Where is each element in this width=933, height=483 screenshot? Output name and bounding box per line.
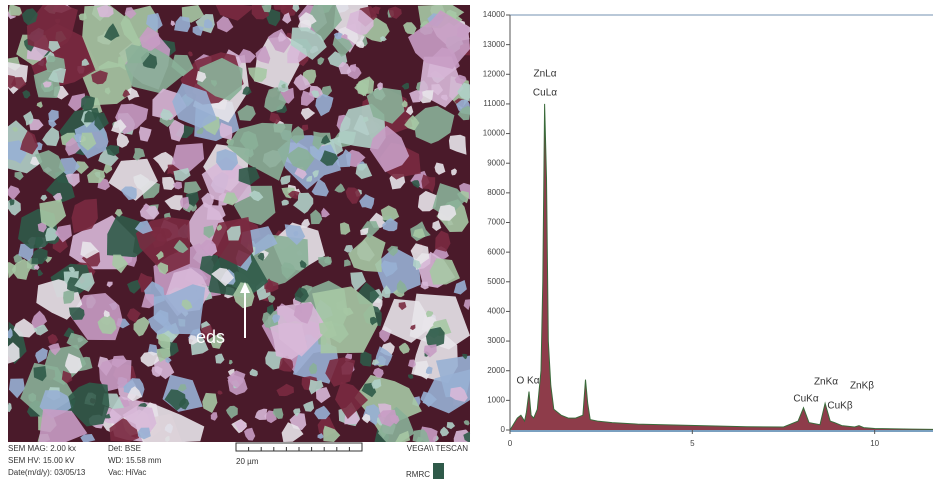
y-tick-label: 0 [501, 425, 506, 434]
y-tick-label: 12000 [483, 69, 506, 78]
page: {"sem_image": {"label": "eds", "info": [… [0, 0, 933, 483]
peak-label: CuKα [793, 394, 818, 405]
sem-info: SEM MAG: 2.00 kx [8, 444, 76, 453]
y-tick-label: 6000 [487, 247, 505, 256]
y-tick-label: 9000 [487, 158, 505, 167]
sem-info: Date(m/d/y): 03/05/13 [8, 468, 86, 477]
y-tick-label: 2000 [487, 366, 505, 375]
peak-label: ZnKβ [850, 381, 874, 392]
figure: eds 20 µm VEGA\\ TESCAN RMRC SEM MAG: 2.… [0, 0, 933, 483]
y-tick-label: 1000 [487, 395, 505, 404]
sem-info: Vac: HiVac [108, 468, 146, 477]
peak-label: CuLα [533, 88, 557, 99]
y-tick-label: 7000 [487, 218, 505, 227]
x-tick-label: 10 [870, 439, 879, 448]
sem-info: Det: BSE [108, 444, 141, 453]
peak-label: CuKβ [827, 401, 852, 412]
peak-label: O Kα [516, 376, 539, 387]
lab: RMRC [406, 470, 430, 479]
peak-label: ZnKα [814, 377, 838, 388]
y-tick-label: 5000 [487, 277, 505, 286]
brand: VEGA\\ TESCAN [407, 444, 468, 453]
peak-label: ZnLα [533, 69, 556, 80]
y-tick-label: 3000 [487, 336, 505, 345]
x-tick-label: 5 [690, 439, 695, 448]
lab-logo [433, 463, 444, 479]
sem-info: WD: 15.58 mm [108, 456, 162, 465]
y-tick-label: 13000 [483, 40, 506, 49]
y-tick-label: 10000 [483, 129, 506, 138]
sem-info: SEM HV: 15.00 kV [8, 456, 75, 465]
y-tick-label: 11000 [483, 99, 505, 108]
y-tick-label: 14000 [483, 10, 506, 19]
y-tick-label: 8000 [487, 188, 505, 197]
x-tick-label: 0 [508, 439, 513, 448]
y-tick-label: 4000 [487, 307, 505, 316]
eds-label: eds [196, 327, 225, 347]
scale-label: 20 µm [236, 457, 259, 466]
